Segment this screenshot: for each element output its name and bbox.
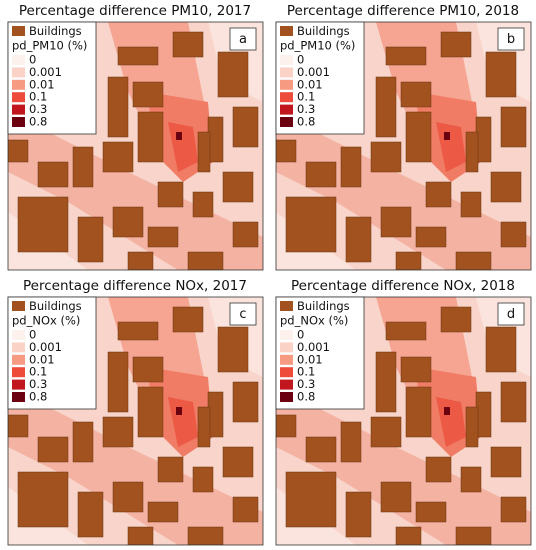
legend-swatch bbox=[12, 330, 25, 340]
panel-title: Percentage difference PM10, 2018 bbox=[287, 3, 519, 19]
legend-title: pd_NOx (%) bbox=[12, 314, 80, 328]
legend-swatch bbox=[12, 379, 25, 390]
legend-label: 0.001 bbox=[297, 340, 330, 354]
legend-swatch bbox=[12, 301, 25, 311]
legend-label: 0.1 bbox=[297, 90, 315, 104]
legend-box bbox=[275, 21, 365, 135]
panel-letter: a bbox=[239, 32, 247, 47]
legend-swatch bbox=[12, 26, 25, 36]
map-frame bbox=[275, 296, 532, 546]
legend-swatch bbox=[280, 367, 293, 378]
legend-label: 0.001 bbox=[297, 65, 330, 79]
legend-label: 0.8 bbox=[297, 390, 315, 404]
legend-label: Buildings bbox=[29, 24, 82, 38]
legend-swatch bbox=[280, 92, 293, 103]
panel-title: Percentage difference NOx, 2018 bbox=[291, 278, 515, 294]
legend-swatch bbox=[12, 342, 25, 353]
legend-swatch bbox=[12, 55, 25, 65]
legend-label: 0.3 bbox=[29, 102, 47, 116]
legend-swatch bbox=[280, 342, 293, 353]
legend-swatch bbox=[280, 354, 293, 365]
legend-swatch bbox=[12, 92, 25, 103]
hotspot bbox=[444, 132, 450, 140]
legend-title: pd_PM10 (%) bbox=[12, 39, 87, 53]
legend-label: 0.01 bbox=[29, 352, 55, 366]
legend-label: 0.1 bbox=[29, 90, 47, 104]
legend-label: 0.01 bbox=[297, 77, 323, 91]
legend-swatch bbox=[280, 26, 293, 36]
legend-label: 0 bbox=[297, 53, 304, 67]
legend-label: 0.01 bbox=[297, 352, 323, 366]
panel-title: Percentage difference PM10, 2017 bbox=[19, 3, 251, 19]
legend-swatch bbox=[280, 330, 293, 340]
legend-swatch bbox=[12, 104, 25, 115]
legend-box bbox=[7, 21, 97, 135]
letter-box bbox=[497, 27, 525, 51]
legend-label: 0.8 bbox=[29, 390, 47, 404]
letter-box bbox=[229, 27, 257, 51]
legend-label: Buildings bbox=[29, 299, 82, 313]
hotspot bbox=[176, 132, 182, 140]
legend-swatch bbox=[12, 67, 25, 78]
letter-box bbox=[497, 302, 525, 326]
panel-letter: d bbox=[507, 307, 515, 322]
legend-label: 0.1 bbox=[297, 365, 315, 379]
legend-swatch bbox=[280, 67, 293, 78]
legend-box bbox=[7, 296, 97, 410]
legend-label: 0.001 bbox=[29, 340, 62, 354]
legend-swatch bbox=[280, 379, 293, 390]
legend-label: 0.3 bbox=[297, 102, 315, 116]
legend-label: 0.3 bbox=[297, 377, 315, 391]
legend-swatch bbox=[12, 79, 25, 90]
panel-letter: c bbox=[239, 307, 246, 322]
hotspot bbox=[176, 407, 182, 415]
legend-label: Buildings bbox=[297, 24, 350, 38]
legend-swatch bbox=[280, 79, 293, 90]
hotspot bbox=[444, 407, 450, 415]
legend-label: 0.8 bbox=[29, 115, 47, 129]
legend-swatch bbox=[12, 367, 25, 378]
map-frame bbox=[275, 21, 532, 271]
legend-swatch bbox=[280, 117, 293, 127]
map-frame bbox=[7, 21, 264, 271]
legend-swatch bbox=[280, 301, 293, 311]
legend-label: 0 bbox=[297, 328, 304, 342]
legend-label: 0 bbox=[29, 328, 36, 342]
legend-swatch bbox=[280, 104, 293, 115]
legend-label: 0.3 bbox=[29, 377, 47, 391]
legend-label: Buildings bbox=[297, 299, 350, 313]
legend-swatch bbox=[12, 354, 25, 365]
letter-box bbox=[229, 302, 257, 326]
legend-label: 0 bbox=[29, 53, 36, 67]
legend-label: 0.1 bbox=[29, 365, 47, 379]
legend-label: 0.001 bbox=[29, 65, 62, 79]
map-frame bbox=[7, 296, 264, 546]
legend-swatch bbox=[280, 55, 293, 65]
legend-title: pd_NOx (%) bbox=[280, 314, 348, 328]
legend-label: 0.01 bbox=[29, 77, 55, 91]
legend-title: pd_PM10 (%) bbox=[280, 39, 355, 53]
legend-swatch bbox=[12, 392, 25, 402]
legend-box bbox=[275, 296, 365, 410]
legend-label: 0.8 bbox=[297, 115, 315, 129]
panel-title: Percentage difference NOx, 2017 bbox=[23, 278, 247, 294]
legend-swatch bbox=[12, 117, 25, 127]
panel-letter: b bbox=[507, 32, 515, 47]
legend-swatch bbox=[280, 392, 293, 402]
